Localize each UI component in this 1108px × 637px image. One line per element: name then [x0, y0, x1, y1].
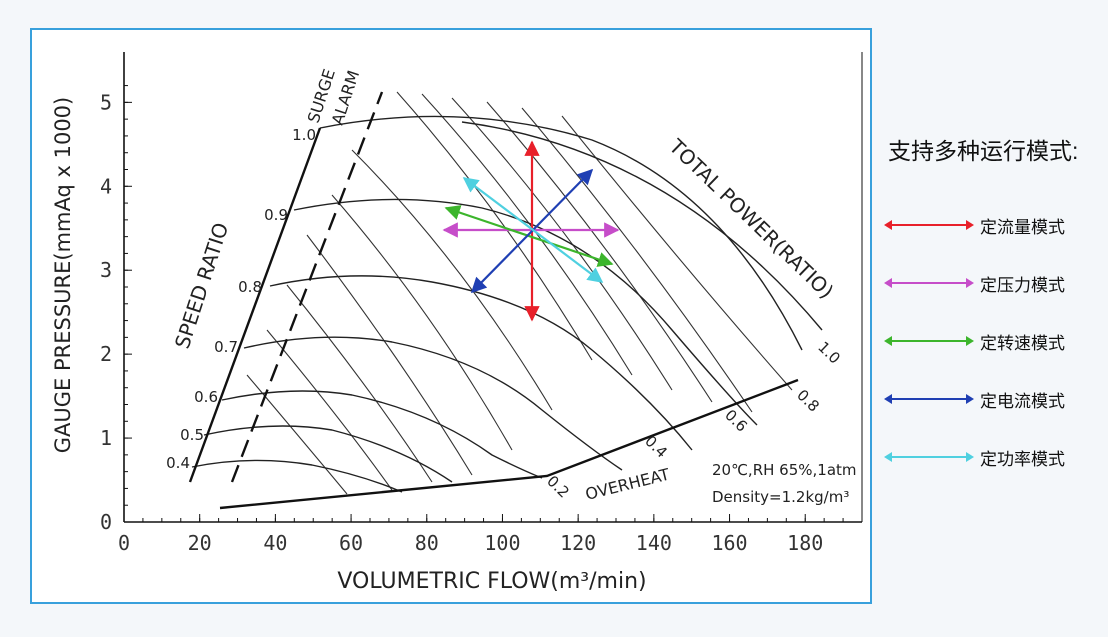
x-tick-label: 100: [484, 531, 520, 555]
double-arrow-icon: [884, 278, 974, 288]
speed-curve-0-7: [243, 336, 623, 471]
system-resistance-curves: [246, 91, 793, 495]
chart-frame: 0 20 40 60 80 100 120 140 160 180 0 1 2 3 4 5 VOLUMETRI…: [30, 28, 872, 604]
axis-tick-labels: 0 20 40 60 80 100 120 140 160 180 0 1 2 3 4 5: [100, 90, 823, 555]
x-tick-label: 140: [636, 531, 672, 555]
x-axis-title: VOLUMETRIC FLOW(m³/min): [337, 569, 646, 594]
legend-label: 定电流模式: [980, 391, 1065, 411]
speed-curve-0-5: [203, 425, 453, 483]
density-label: Density=1.2kg/m³: [712, 488, 849, 506]
constant-power-arrow: [462, 177, 604, 283]
x-tick-label: 120: [560, 531, 596, 555]
power-ratio-value: 0.6: [721, 406, 751, 436]
legend-item: 定流量模式: [884, 196, 1104, 254]
mode-arrows: [442, 140, 620, 322]
power-ratio-value: 0.4: [641, 432, 671, 462]
y-tick-label: 3: [100, 258, 112, 282]
overheat-label: OVERHEAT: [583, 465, 671, 504]
x-tick-label: 40: [263, 531, 287, 555]
y-axis-title: GAUGE PRESSURE(mmAq x 1000): [51, 97, 75, 454]
speed-curve-1-0: [319, 115, 803, 351]
speed-ratio-value: 0.6: [194, 388, 218, 406]
legend-item: 定转速模式: [884, 312, 1104, 370]
x-tick-label: 80: [415, 531, 439, 555]
mode-legend: 支持多种运行模式: 定流量模式定压力模式定转速模式定电流模式定功率模式: [884, 132, 1104, 486]
axis-ticks: [123, 85, 844, 523]
axes: [123, 52, 863, 523]
legend-item: 定功率模式: [884, 428, 1104, 486]
x-tick-label: 0: [118, 531, 130, 555]
power-ratio-value: 0.8: [793, 386, 823, 416]
legend-item: 定电流模式: [884, 370, 1104, 428]
speed-curves: [191, 115, 803, 493]
speed-ratio-label: SPEED RATIO: [170, 220, 233, 352]
speed-ratio-value: 0.7: [214, 338, 238, 356]
total-power-curve: [461, 121, 823, 331]
power-ratio-value: 1.0: [814, 338, 844, 368]
speed-curve-0-4: [191, 459, 403, 493]
alarm-line: [230, 91, 384, 483]
y-tick-label: 0: [100, 510, 112, 534]
legend-label: 定流量模式: [980, 217, 1065, 237]
conditions-label: 20℃,RH 65%,1atm: [712, 461, 857, 479]
surge-line: [188, 127, 322, 483]
speed-curve-0-8: [269, 275, 693, 451]
overheat-line: [219, 378, 799, 510]
double-arrow-icon: [884, 452, 974, 462]
speed-ratio-value: 0.8: [238, 278, 262, 296]
legend-item: 定压力模式: [884, 254, 1104, 312]
y-tick-label: 5: [100, 90, 112, 114]
double-arrow-icon: [884, 336, 974, 346]
y-tick-label: 4: [100, 174, 112, 198]
speed-ratio-value: 1.0: [292, 126, 316, 144]
fan-performance-diagram: 0 20 40 60 80 100 120 140 160 180 0 1 2 3 4 5 VOLUMETRI…: [51, 52, 863, 594]
legend-title: 支持多种运行模式:: [888, 138, 1079, 164]
x-tick-label: 20: [188, 531, 212, 555]
speed-ratio-value: 0.5: [180, 426, 204, 444]
speed-curve-0-6: [221, 390, 543, 479]
constant-speed-arrow: [444, 205, 614, 267]
double-arrow-icon: [884, 220, 974, 230]
legend-label: 定压力模式: [980, 275, 1065, 295]
x-tick-label: 180: [787, 531, 823, 555]
legend-label: 定转速模式: [980, 333, 1065, 353]
y-tick-label: 2: [100, 342, 112, 366]
speed-ratio-values: 1.0 0.9 0.8 0.7 0.6 0.5 0.4: [166, 126, 316, 472]
y-tick-label: 1: [100, 426, 112, 450]
legend-label: 定功率模式: [980, 449, 1065, 469]
x-tick-label: 160: [711, 531, 747, 555]
total-power-label: TOTAL POWER(RATIO): [664, 134, 839, 304]
double-arrow-icon: [884, 394, 974, 404]
speed-ratio-value: 0.4: [166, 454, 190, 472]
speed-ratio-value: 0.9: [264, 206, 288, 224]
x-tick-label: 60: [339, 531, 363, 555]
